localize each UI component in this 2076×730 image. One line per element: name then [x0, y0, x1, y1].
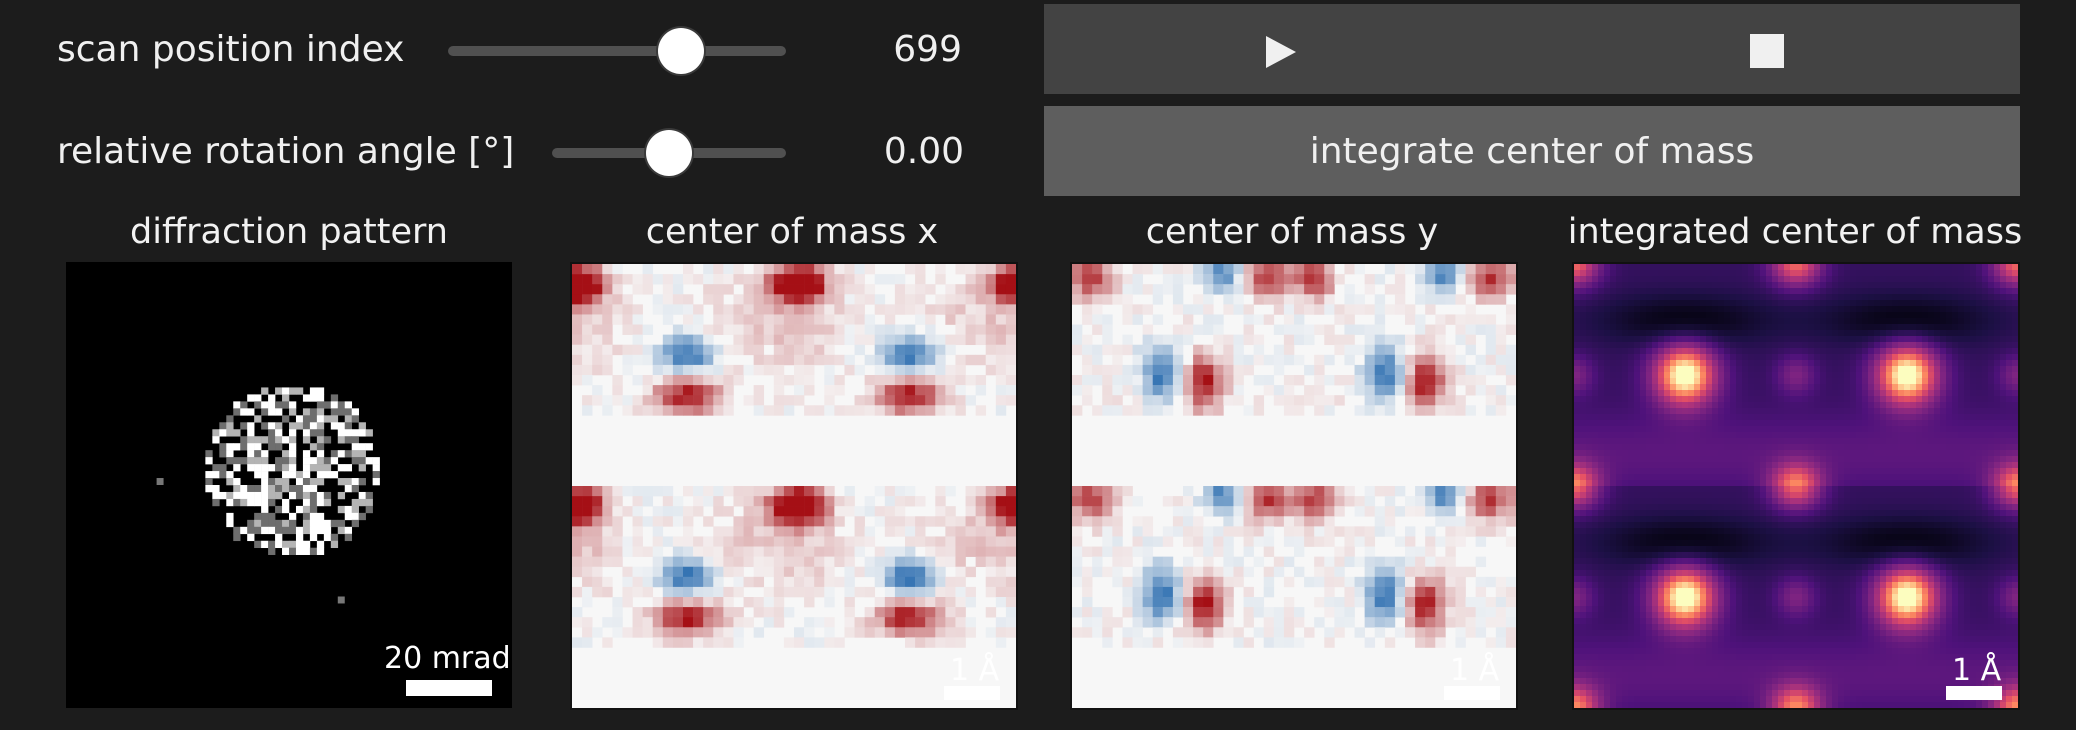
icom-canvas: [1574, 264, 2018, 708]
icom-title: integrated center of mass: [1567, 212, 2023, 252]
diffraction-title: diffraction pattern: [130, 212, 448, 252]
com-y-image[interactable]: 1 Å: [1070, 262, 1518, 710]
com-y-title: center of mass y: [1145, 212, 1439, 252]
stop-icon: [1750, 34, 1784, 68]
play-button[interactable]: [1044, 4, 1532, 94]
icom-scalebar-label: 1 Å: [1952, 653, 2002, 688]
scan-position-value: 699: [893, 29, 962, 70]
com-x-image[interactable]: 1 Å: [570, 262, 1018, 710]
playback-button-bar: [1044, 4, 2020, 94]
diffraction-scalebar-label: 20 mrad: [384, 641, 511, 676]
scan-position-label: scan position index: [57, 29, 405, 70]
com-x-scalebar: [944, 686, 1000, 700]
rotation-angle-value: 0.00: [883, 131, 964, 172]
play-icon: [1266, 36, 1296, 68]
rotation-angle-label: relative rotation angle [°]: [57, 131, 515, 172]
com-x-canvas: [572, 264, 1016, 648]
com-y-canvas: [1072, 264, 1516, 648]
diffraction-pattern-canvas: [156, 387, 380, 604]
stop-button[interactable]: [1532, 4, 2020, 94]
slider-track: [448, 46, 786, 56]
diffraction-pattern-image[interactable]: 20 mrad: [66, 262, 512, 708]
icom-image[interactable]: 1 Å: [1572, 262, 2020, 710]
rotation-angle-slider[interactable]: [552, 130, 786, 176]
com-x-scalebar-label: 1 Å: [950, 653, 1000, 688]
slider-thumb[interactable]: [646, 130, 692, 176]
icom-scalebar: [1946, 686, 2002, 700]
slider-thumb[interactable]: [658, 28, 705, 74]
com-x-title: center of mass x: [645, 212, 939, 252]
com-y-scalebar: [1444, 686, 1500, 700]
com-y-scalebar-label: 1 Å: [1450, 653, 1500, 688]
integrate-com-button[interactable]: integrate center of mass: [1044, 106, 2020, 196]
diffraction-scalebar: [406, 680, 492, 696]
scan-position-slider[interactable]: [448, 28, 786, 74]
